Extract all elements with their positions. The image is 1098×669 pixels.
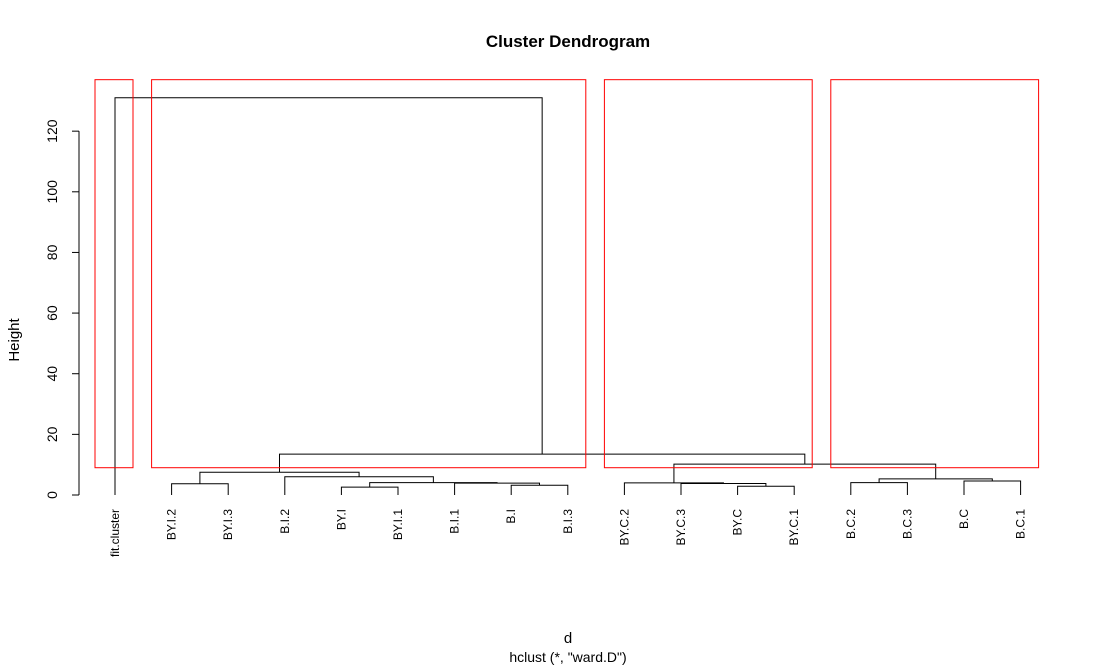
merge-BY.I-BY.I.1: [340, 486, 399, 495]
leaf-labels: fit.cluster BY.I.2 BY.I.3 B.I.2 BY.I BY.I.1 B.…: [108, 509, 1028, 557]
dendrogram-tree: [114, 97, 1022, 495]
merge-m13-m14: [278, 453, 806, 473]
leaf-label-BY.I.3: BY.I.3: [221, 509, 235, 540]
y-axis: 0 20 40 60 80 100 120: [44, 119, 80, 499]
merge-BY.C-BY.C.1: [737, 485, 795, 495]
leaf-label-B.C.1: B.C.1: [1014, 509, 1028, 539]
y-tick-label-0: 0: [44, 491, 60, 499]
leaf-label-BY.C.3: BY.C.3: [674, 509, 688, 546]
leaf-label-fit.cluster: fit.cluster: [108, 509, 122, 557]
merge-B.C.2-B.C.3: [850, 482, 908, 495]
merge-B.I.2-m9: [284, 476, 434, 495]
merge-m4-m12: [199, 471, 360, 484]
y-tick-label-120: 120: [44, 119, 60, 143]
merge-B.C-B.C.1: [963, 480, 1022, 495]
leaf-label-BY.C: BY.C: [731, 509, 745, 536]
leaf-label-BY.I.1: BY.I.1: [391, 509, 405, 540]
x-axis-label: d: [564, 630, 572, 647]
cluster-box-3: [603, 79, 813, 469]
leaf-label-BY.I.2: BY.I.2: [165, 509, 179, 540]
leaf-label-BY.C.2: BY.C.2: [617, 509, 631, 546]
y-axis-label: Height: [6, 317, 23, 361]
leaf-label-BY.C.1: BY.C.1: [787, 509, 801, 546]
merge-fit.cluster-m15: [114, 97, 543, 495]
merge-BY.C.3-m2: [680, 482, 767, 495]
cluster-boxes: [94, 79, 1040, 469]
y-tick-label-80: 80: [44, 244, 60, 260]
leaf-label-B.I.1: B.I.1: [448, 509, 462, 534]
cluster-box-4: [830, 79, 1040, 469]
leaf-label-B.I.3: B.I.3: [561, 509, 575, 534]
leaf-label-BY.I: BY.I: [334, 509, 348, 530]
merge-BY.I.2-BY.I.3: [171, 483, 229, 495]
y-tick-label-60: 60: [44, 305, 60, 321]
chart-title: Cluster Dendrogram: [486, 32, 650, 51]
merge-m10-m11: [673, 463, 937, 483]
leaf-label-B.C.3: B.C.3: [900, 509, 914, 539]
chart-subtitle: hclust (*, "ward.D"): [509, 649, 626, 665]
y-tick-label-100: 100: [44, 180, 60, 204]
leaf-label-B.I.2: B.I.2: [278, 509, 292, 534]
merge-m3-m6: [369, 482, 498, 488]
cluster-box-2: [151, 79, 587, 469]
merge-B.I-B.I.3: [510, 484, 569, 495]
leaf-label-B.C: B.C: [957, 509, 971, 529]
merge-BY.C.2-m7: [623, 482, 724, 495]
y-tick-label-40: 40: [44, 366, 60, 382]
leaf-label-B.I: B.I: [504, 509, 518, 524]
leaf-label-B.C.2: B.C.2: [844, 509, 858, 539]
cluster-box-1: [94, 79, 134, 469]
y-tick-label-20: 20: [44, 426, 60, 442]
